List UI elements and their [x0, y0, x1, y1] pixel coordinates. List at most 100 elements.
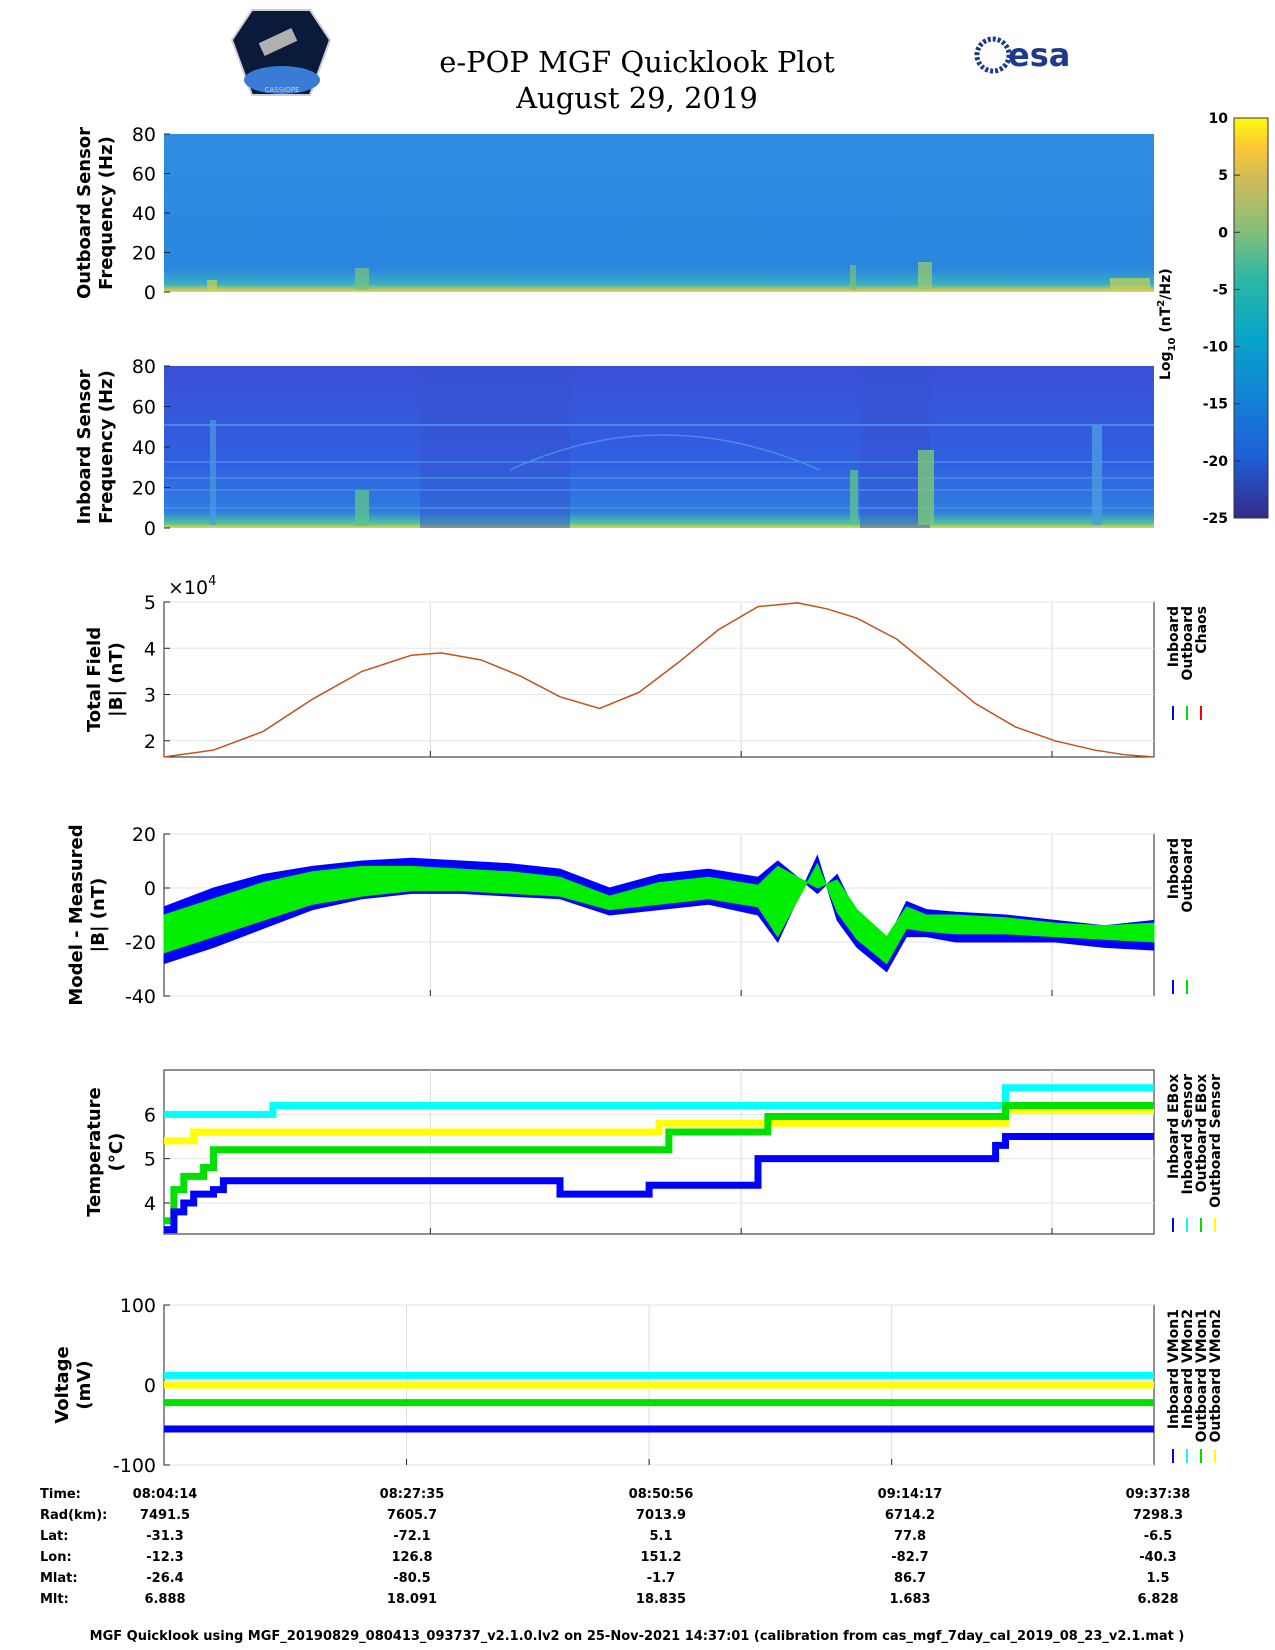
legend-entry: Chaos — [1194, 606, 1210, 654]
colorbar-tick-label: -5 — [1212, 282, 1228, 298]
inboard-spectrogram-ylabel: Frequency (Hz) — [96, 370, 117, 524]
orbit-cell: 7013.9 — [636, 1508, 686, 1523]
orbit-row-label: Lat: — [40, 1529, 68, 1544]
inboard-spectrogram-ylabel: Inboard Sensor — [74, 369, 95, 524]
legend-entry: Inboard EBox — [1166, 1074, 1182, 1179]
legend-entry: Inboard — [1166, 838, 1182, 899]
orbit-cell: 6.828 — [1137, 1592, 1178, 1607]
colorbar — [1233, 117, 1269, 519]
orbit-cell: 126.8 — [391, 1550, 432, 1565]
outboard-spectrogram-y-tick-label: 0 — [144, 282, 156, 304]
total-field-frame — [163, 601, 1155, 758]
inboard-spectrogram-y-tick-label: 0 — [144, 518, 156, 540]
outboard-band — [163, 862, 1155, 965]
outboard-spectrogram-y-tick-label: 20 — [132, 243, 156, 265]
outboard-spectrogram-features — [207, 262, 1150, 290]
orbit-cell: 1.5 — [1146, 1571, 1169, 1586]
legend-entry: Inboard — [1166, 606, 1182, 667]
total-field-y-tick-label: 2 — [144, 731, 156, 753]
orbit-cell: 09:37:38 — [1126, 1487, 1191, 1502]
model-minus-measured-ylabel: Model - Measured — [66, 824, 87, 1005]
orbit-cell: -40.3 — [1139, 1550, 1176, 1565]
colorbar-label: Log10 (nT2/Hz) — [1156, 268, 1178, 380]
outboard-spectrogram-y-tick-label: 60 — [132, 164, 156, 186]
model-minus-measured-y-tick-label: 20 — [132, 824, 156, 846]
orbit-table: Time: Rad(km): Lat: Lon: Mlat: Mlt: 08:04:14 74… — [40, 1487, 1190, 1607]
legend-entry: Inboard Sensor — [1180, 1074, 1196, 1195]
orbit-row-label: Mlat: — [40, 1571, 78, 1586]
total-field-ylabel: |B| (nT) — [106, 642, 127, 717]
orbit-row-label: Mlt: — [40, 1592, 69, 1607]
orbit-cell: 5.1 — [649, 1529, 672, 1544]
left-logo: CASSIOPE — [230, 9, 332, 96]
inboard-spectrogram — [164, 366, 1154, 528]
total-field-ylabel: Total Field — [84, 627, 105, 732]
total-field-y-tick-label: 4 — [144, 638, 156, 660]
legend-entry: Outboard Sensor — [1208, 1074, 1224, 1208]
orbit-cell: -26.4 — [146, 1571, 183, 1586]
legend-entry: Outboard — [1180, 606, 1196, 681]
total-field-y-tick-label: 3 — [144, 685, 156, 707]
orbit-cell: -1.7 — [647, 1571, 675, 1586]
voltage-y-tick-label: 100 — [120, 1295, 156, 1317]
page-title: e-POP MGF Quicklook Plot — [439, 45, 835, 79]
orbit-cell: -80.5 — [393, 1571, 430, 1586]
orbit-cell: 1.683 — [889, 1592, 930, 1607]
total-field-series-line — [163, 602, 1155, 758]
inboard-spectrogram-y-tick-label: 20 — [132, 478, 156, 500]
orbit-cell: 151.2 — [640, 1550, 681, 1565]
voltage-ylabel: Voltage — [52, 1346, 73, 1423]
outboard-spectrogram — [164, 134, 1154, 292]
outboard-spectrogram-ylabel: Frequency (Hz) — [96, 136, 117, 290]
orbit-cell: 08:04:14 — [133, 1487, 198, 1502]
orbit-cell: -12.3 — [146, 1550, 183, 1565]
colorbar-tick-label: -20 — [1203, 454, 1229, 470]
orbit-cell: 77.8 — [894, 1529, 926, 1544]
left-logo-text: CASSIOPE — [265, 86, 300, 94]
temperature-series-line — [164, 1084, 1154, 1118]
total-field-y-tick-label: 5 — [144, 592, 156, 614]
orbit-cell: 18.835 — [636, 1592, 686, 1607]
model-minus-measured-y-tick-label: -20 — [125, 932, 156, 954]
voltage-y-tick-label: 0 — [144, 1375, 156, 1397]
footer-text: MGF Quicklook using MGF_20190829_080413_… — [90, 1629, 1185, 1644]
outboard-spectrogram-ylabel: Outboard Sensor — [74, 127, 95, 299]
orbit-cell: 7605.7 — [387, 1508, 437, 1523]
colorbar-tick-label: 5 — [1218, 168, 1228, 184]
temperature-series-line — [164, 1101, 1154, 1225]
esa-logo: esa — [974, 36, 1070, 74]
inboard-spectrogram-features — [164, 366, 1154, 528]
temperature-y-tick-label: 4 — [144, 1193, 156, 1215]
outboard-spectrogram-y-tick-label: 80 — [132, 124, 156, 146]
legend-entry: Outboard VMon1 — [1194, 1309, 1210, 1443]
legend-entry: Outboard VMon2 — [1208, 1309, 1224, 1443]
legend-entry: Inboard VMon2 — [1180, 1309, 1196, 1429]
esa-logo-text: esa — [1008, 36, 1070, 74]
orbit-row-label: Rad(km): — [40, 1508, 107, 1523]
orbit-cell: 09:14:17 — [878, 1487, 943, 1502]
outboard-spectrogram-y-tick-label: 40 — [132, 203, 156, 225]
orbit-cell: 6714.2 — [885, 1508, 935, 1523]
orbit-cell: 18.091 — [387, 1592, 437, 1607]
orbit-cell: -82.7 — [891, 1550, 928, 1565]
orbit-cell: 08:27:35 — [380, 1487, 445, 1502]
colorbar-ticks: 10 5 0 -5 -10 -15 -20 -25 — [1203, 111, 1240, 527]
colorbar-tick-label: 10 — [1209, 111, 1229, 127]
temperature-y-tick-label: 6 — [144, 1104, 156, 1126]
temperature-ylabel: Temperature — [84, 1087, 105, 1216]
orbit-cell: 08:50:56 — [629, 1487, 694, 1502]
exponent-label: ×104 — [168, 574, 216, 599]
orbit-cell: -6.5 — [1144, 1529, 1172, 1544]
voltage-ylabel: (mV) — [74, 1360, 95, 1409]
temperature-series-line — [164, 1132, 1154, 1234]
orbit-cell: -31.3 — [146, 1529, 183, 1544]
orbit-cell: 6.888 — [144, 1592, 185, 1607]
page-date: August 29, 2019 — [515, 81, 758, 115]
voltage-y-tick-label: -100 — [113, 1455, 156, 1477]
colorbar-tick-label: -25 — [1203, 511, 1228, 527]
temperature-ylabel: (°C) — [106, 1133, 127, 1172]
